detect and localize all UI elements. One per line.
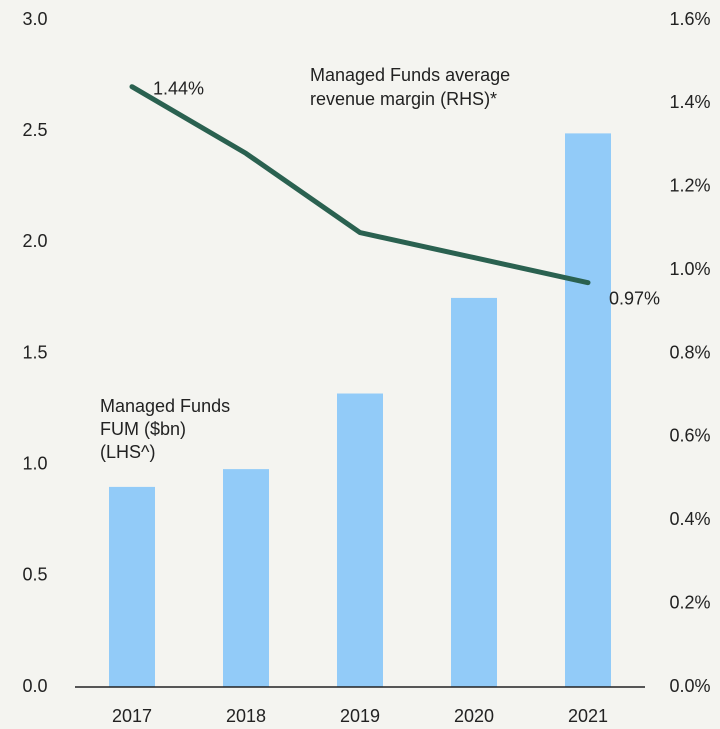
y2-tick-label: 0.0% bbox=[669, 676, 710, 696]
y2-tick-label: 1.2% bbox=[669, 176, 710, 196]
y2-tick-label: 0.4% bbox=[669, 509, 710, 529]
y2-tick-label: 0.2% bbox=[669, 592, 710, 612]
y2-tick-label: 0.8% bbox=[669, 342, 710, 362]
x-tick-label: 2021 bbox=[568, 706, 608, 726]
data-label: 0.97% bbox=[609, 288, 660, 308]
y-tick-label: 2.5 bbox=[22, 120, 47, 140]
legend-label: revenue margin (RHS)* bbox=[310, 89, 497, 109]
y-tick-label: 0.5 bbox=[22, 565, 47, 585]
bar bbox=[109, 486, 155, 687]
y-tick-label: 3.0 bbox=[22, 9, 47, 29]
x-tick-label: 2018 bbox=[226, 706, 266, 726]
legend-label: Managed Funds average bbox=[310, 65, 510, 85]
y-tick-label: 1.5 bbox=[22, 342, 47, 362]
y-tick-label: 1.0 bbox=[22, 453, 47, 473]
x-tick-label: 2017 bbox=[112, 706, 152, 726]
bar bbox=[451, 297, 497, 687]
y2-tick-label: 1.0% bbox=[669, 259, 710, 279]
y2-tick-label: 0.6% bbox=[669, 426, 710, 446]
x-tick-label: 2020 bbox=[454, 706, 494, 726]
legend-label: FUM ($bn) bbox=[100, 419, 186, 439]
bar bbox=[223, 469, 269, 687]
legend-label: Managed Funds bbox=[100, 396, 230, 416]
line bbox=[129, 84, 591, 286]
legend-label: (LHS^) bbox=[100, 442, 155, 462]
bar bbox=[565, 133, 611, 687]
y-tick-label: 2.0 bbox=[22, 231, 47, 251]
x-tick-label: 2019 bbox=[340, 706, 380, 726]
y2-tick-label: 1.4% bbox=[669, 92, 710, 112]
bar bbox=[337, 393, 383, 687]
y2-tick-label: 1.6% bbox=[669, 9, 710, 29]
y-tick-label: 0.0 bbox=[22, 676, 47, 696]
data-label: 1.44% bbox=[153, 78, 204, 98]
